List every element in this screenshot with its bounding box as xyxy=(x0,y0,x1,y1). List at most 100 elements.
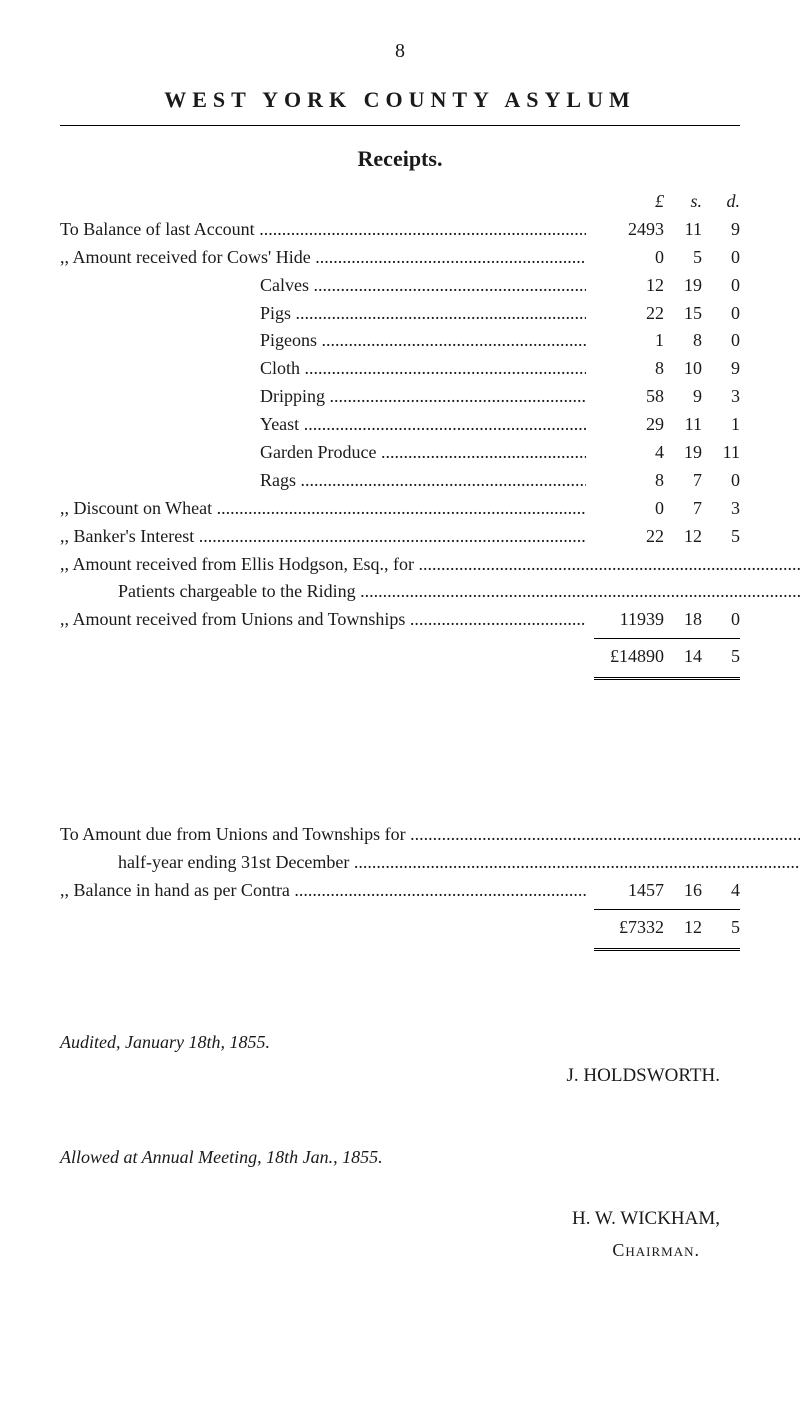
amount-s: 10 xyxy=(664,355,702,383)
receipt-amounts: 5893 xyxy=(586,383,740,411)
signature-wickham: H. W. WICKHAM, xyxy=(60,1208,740,1230)
receipt-amounts: 073 xyxy=(586,495,740,523)
receipt-label: ,, Banker's Interest xyxy=(60,523,586,551)
allowed-line: Allowed at Annual Meeting, 18th Jan., 18… xyxy=(60,1147,740,1168)
contra-brace-line2: half-year ending 31st December xyxy=(60,849,800,877)
amount-d: 3 xyxy=(702,495,740,523)
title-rule xyxy=(60,125,740,126)
receipt-label: To Balance of last Account xyxy=(60,216,586,244)
brace-line1: ,, Amount received from Ellis Hodgson, E… xyxy=(60,551,800,579)
amount-d: 0 xyxy=(702,300,740,328)
receipt-row: Pigs22150 xyxy=(60,300,740,328)
amount-s: 5 xyxy=(664,244,702,272)
currency-header-row: £ s. d. xyxy=(60,188,740,216)
receipt-row: Pigeons180 xyxy=(60,327,740,355)
signature-holdsworth: J. HOLDSWORTH. xyxy=(60,1065,740,1087)
page-title: WEST YORK COUNTY ASYLUM xyxy=(60,87,740,113)
amount-d: 9 xyxy=(702,216,740,244)
receipt-row: ,, Amount received for Cows' Hide050 xyxy=(60,244,740,272)
receipt-amounts: 050 xyxy=(586,244,740,272)
amount-d: 0 xyxy=(702,272,740,300)
receipt-label: Yeast xyxy=(60,411,586,439)
contra-total-s: 12 xyxy=(664,914,702,942)
amount-l: 29 xyxy=(594,411,664,439)
amount-s: 8 xyxy=(664,327,702,355)
amount-s: 7 xyxy=(664,467,702,495)
page-number: 8 xyxy=(60,40,740,63)
gap xyxy=(60,952,740,1012)
amount-d: 3 xyxy=(702,383,740,411)
receipt-row: Cloth 8109 xyxy=(60,355,740,383)
receipts-total-row: £14890 14 5 xyxy=(60,643,740,671)
receipt-row: Garden Produce41911 xyxy=(60,439,740,467)
receipt-row: Calves12190 xyxy=(60,272,740,300)
header-pence: d. xyxy=(702,188,740,216)
contra-total-row: £7332 12 5 xyxy=(60,914,740,942)
amount-d: 0 xyxy=(702,244,740,272)
receipt-amounts: 29111 xyxy=(586,411,740,439)
receipt-label: Pigeons xyxy=(60,327,586,355)
receipt-label: Cloth xyxy=(60,355,586,383)
amount-d: 0 xyxy=(702,327,740,355)
last-receipt-s: 18 xyxy=(664,606,702,634)
last-receipt-row: ,, Amount received from Unions and Towns… xyxy=(60,606,740,634)
receipt-amounts: 41911 xyxy=(586,439,740,467)
total-l: £14890 xyxy=(594,643,664,671)
sum-rule xyxy=(594,638,740,639)
amount-s: 12 xyxy=(664,523,702,551)
receipt-amounts: 180 xyxy=(586,327,740,355)
last-receipt-label: ,, Amount received from Unions and Towns… xyxy=(60,606,586,634)
receipt-amounts: 2493119 xyxy=(586,216,740,244)
receipt-label: Calves xyxy=(60,272,586,300)
amount-d: 5 xyxy=(702,523,740,551)
amount-l: 58 xyxy=(594,383,664,411)
receipt-amounts: 22125 xyxy=(586,523,740,551)
amount-l: 2493 xyxy=(594,216,664,244)
amount-d: 9 xyxy=(702,355,740,383)
brace-entry-ellis: ,, Amount received from Ellis Hodgson, E… xyxy=(60,551,740,607)
amount-s: 11 xyxy=(664,216,702,244)
contra-balance-s: 16 xyxy=(664,877,702,905)
sum-rule xyxy=(594,909,740,910)
contra-total-l: £7332 xyxy=(594,914,664,942)
amount-s: 7 xyxy=(664,495,702,523)
receipt-label: Dripping xyxy=(60,383,586,411)
receipt-row: Yeast29111 xyxy=(60,411,740,439)
header-spacer xyxy=(60,188,586,216)
amount-l: 22 xyxy=(594,300,664,328)
total-spacer xyxy=(60,643,586,671)
gap xyxy=(60,1168,740,1196)
contra-total-d: 5 xyxy=(702,914,740,942)
receipt-row: ,, Banker's Interest22125 xyxy=(60,523,740,551)
audited-line: Audited, January 18th, 1855. xyxy=(60,1032,740,1053)
amount-s: 19 xyxy=(664,439,702,467)
receipt-row: Rags870 xyxy=(60,467,740,495)
amount-l: 0 xyxy=(594,495,664,523)
contra-brace-line1: To Amount due from Unions and Townships … xyxy=(60,821,800,849)
contra-brace-entry: To Amount due from Unions and Townships … xyxy=(60,821,740,877)
receipt-amounts: 870 xyxy=(586,467,740,495)
amount-d: 0 xyxy=(702,467,740,495)
amount-l: 12 xyxy=(594,272,664,300)
receipts-ledger: £ s. d. To Balance of last Account249311… xyxy=(60,188,740,681)
amount-l: 22 xyxy=(594,523,664,551)
amount-d: 11 xyxy=(702,439,740,467)
contra-balance-label: ,, Balance in hand as per Contra xyxy=(60,877,586,905)
total-d: 5 xyxy=(702,643,740,671)
amount-l: 8 xyxy=(594,355,664,383)
total-s: 14 xyxy=(664,643,702,671)
amount-l: 4 xyxy=(594,439,664,467)
receipt-label: Garden Produce xyxy=(60,439,586,467)
receipt-amounts: 12190 xyxy=(586,272,740,300)
receipt-row: ,, Discount on Wheat073 xyxy=(60,495,740,523)
receipts-heading: Receipts. xyxy=(60,146,740,172)
contra-ledger: To Amount due from Unions and Townships … xyxy=(60,821,740,952)
last-receipt-d: 0 xyxy=(702,606,740,634)
receipt-label: ,, Amount received for Cows' Hide xyxy=(60,244,586,272)
brace-line2: Patients chargeable to the Riding xyxy=(60,578,800,606)
amount-d: 1 xyxy=(702,411,740,439)
amount-s: 11 xyxy=(664,411,702,439)
header-pounds: £ xyxy=(594,188,664,216)
receipt-amounts: 22150 xyxy=(586,300,740,328)
contra-balance-d: 4 xyxy=(702,877,740,905)
